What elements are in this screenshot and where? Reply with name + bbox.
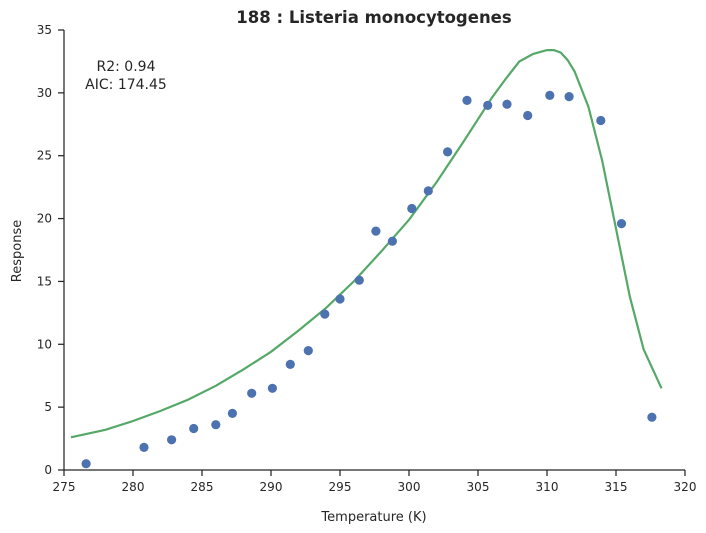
data-point [596, 115, 606, 126]
data-point [167, 435, 177, 445]
data-points [81, 90, 657, 469]
data-point [387, 236, 397, 246]
x-tick-label: 275 [53, 480, 76, 494]
y-tick-label: 15 [37, 274, 52, 288]
data-point [523, 110, 533, 121]
data-point [443, 147, 453, 157]
y-tick-label: 10 [37, 337, 52, 351]
axis-ticks: 275 280 285 290 295 300 305 310 315 320 0 5 10 15 20 25… [37, 23, 697, 494]
data-point [320, 309, 330, 319]
data-point [267, 383, 277, 393]
x-tick-label: 320 [674, 480, 697, 494]
x-tick-label: 285 [191, 480, 214, 494]
x-tick-label: 300 [398, 480, 421, 494]
x-tick-label: 280 [122, 480, 145, 494]
data-point [81, 459, 91, 469]
y-tick-label: 0 [44, 463, 52, 477]
r2-annotation: R2: 0.94 [97, 59, 156, 75]
y-axis-label: Response [10, 220, 25, 282]
data-point [564, 92, 574, 102]
x-tick-label: 295 [329, 480, 352, 494]
y-tick-label: 5 [44, 400, 52, 414]
data-point [247, 388, 257, 398]
data-point [211, 420, 221, 430]
data-point [462, 95, 472, 105]
data-point [407, 203, 417, 214]
chart-title: 188 : Listeria monocytogenes [236, 8, 512, 27]
data-point [227, 408, 237, 418]
x-tick-label: 315 [605, 480, 628, 494]
y-tick-label: 30 [37, 86, 52, 100]
data-point [423, 186, 433, 196]
aic-annotation: AIC: 174.45 [85, 77, 167, 93]
data-point [285, 359, 295, 369]
data-point [371, 226, 381, 236]
data-point [139, 442, 149, 452]
y-tick-label: 35 [37, 23, 52, 37]
x-tick-label: 290 [260, 480, 283, 494]
y-tick-label: 25 [37, 149, 52, 163]
data-point [616, 219, 627, 229]
x-tick-label: 310 [536, 480, 559, 494]
data-point [354, 275, 364, 285]
data-point [335, 294, 345, 304]
y-tick-label: 20 [37, 212, 52, 226]
fit-curve [70, 49, 663, 439]
x-axis-label: Temperature (K) [320, 510, 426, 525]
data-point [483, 100, 493, 110]
data-point [647, 412, 657, 422]
data-point [189, 423, 199, 434]
data-point [502, 99, 512, 109]
data-point [545, 90, 555, 100]
x-tick-label: 305 [467, 480, 490, 494]
data-point [303, 346, 313, 356]
